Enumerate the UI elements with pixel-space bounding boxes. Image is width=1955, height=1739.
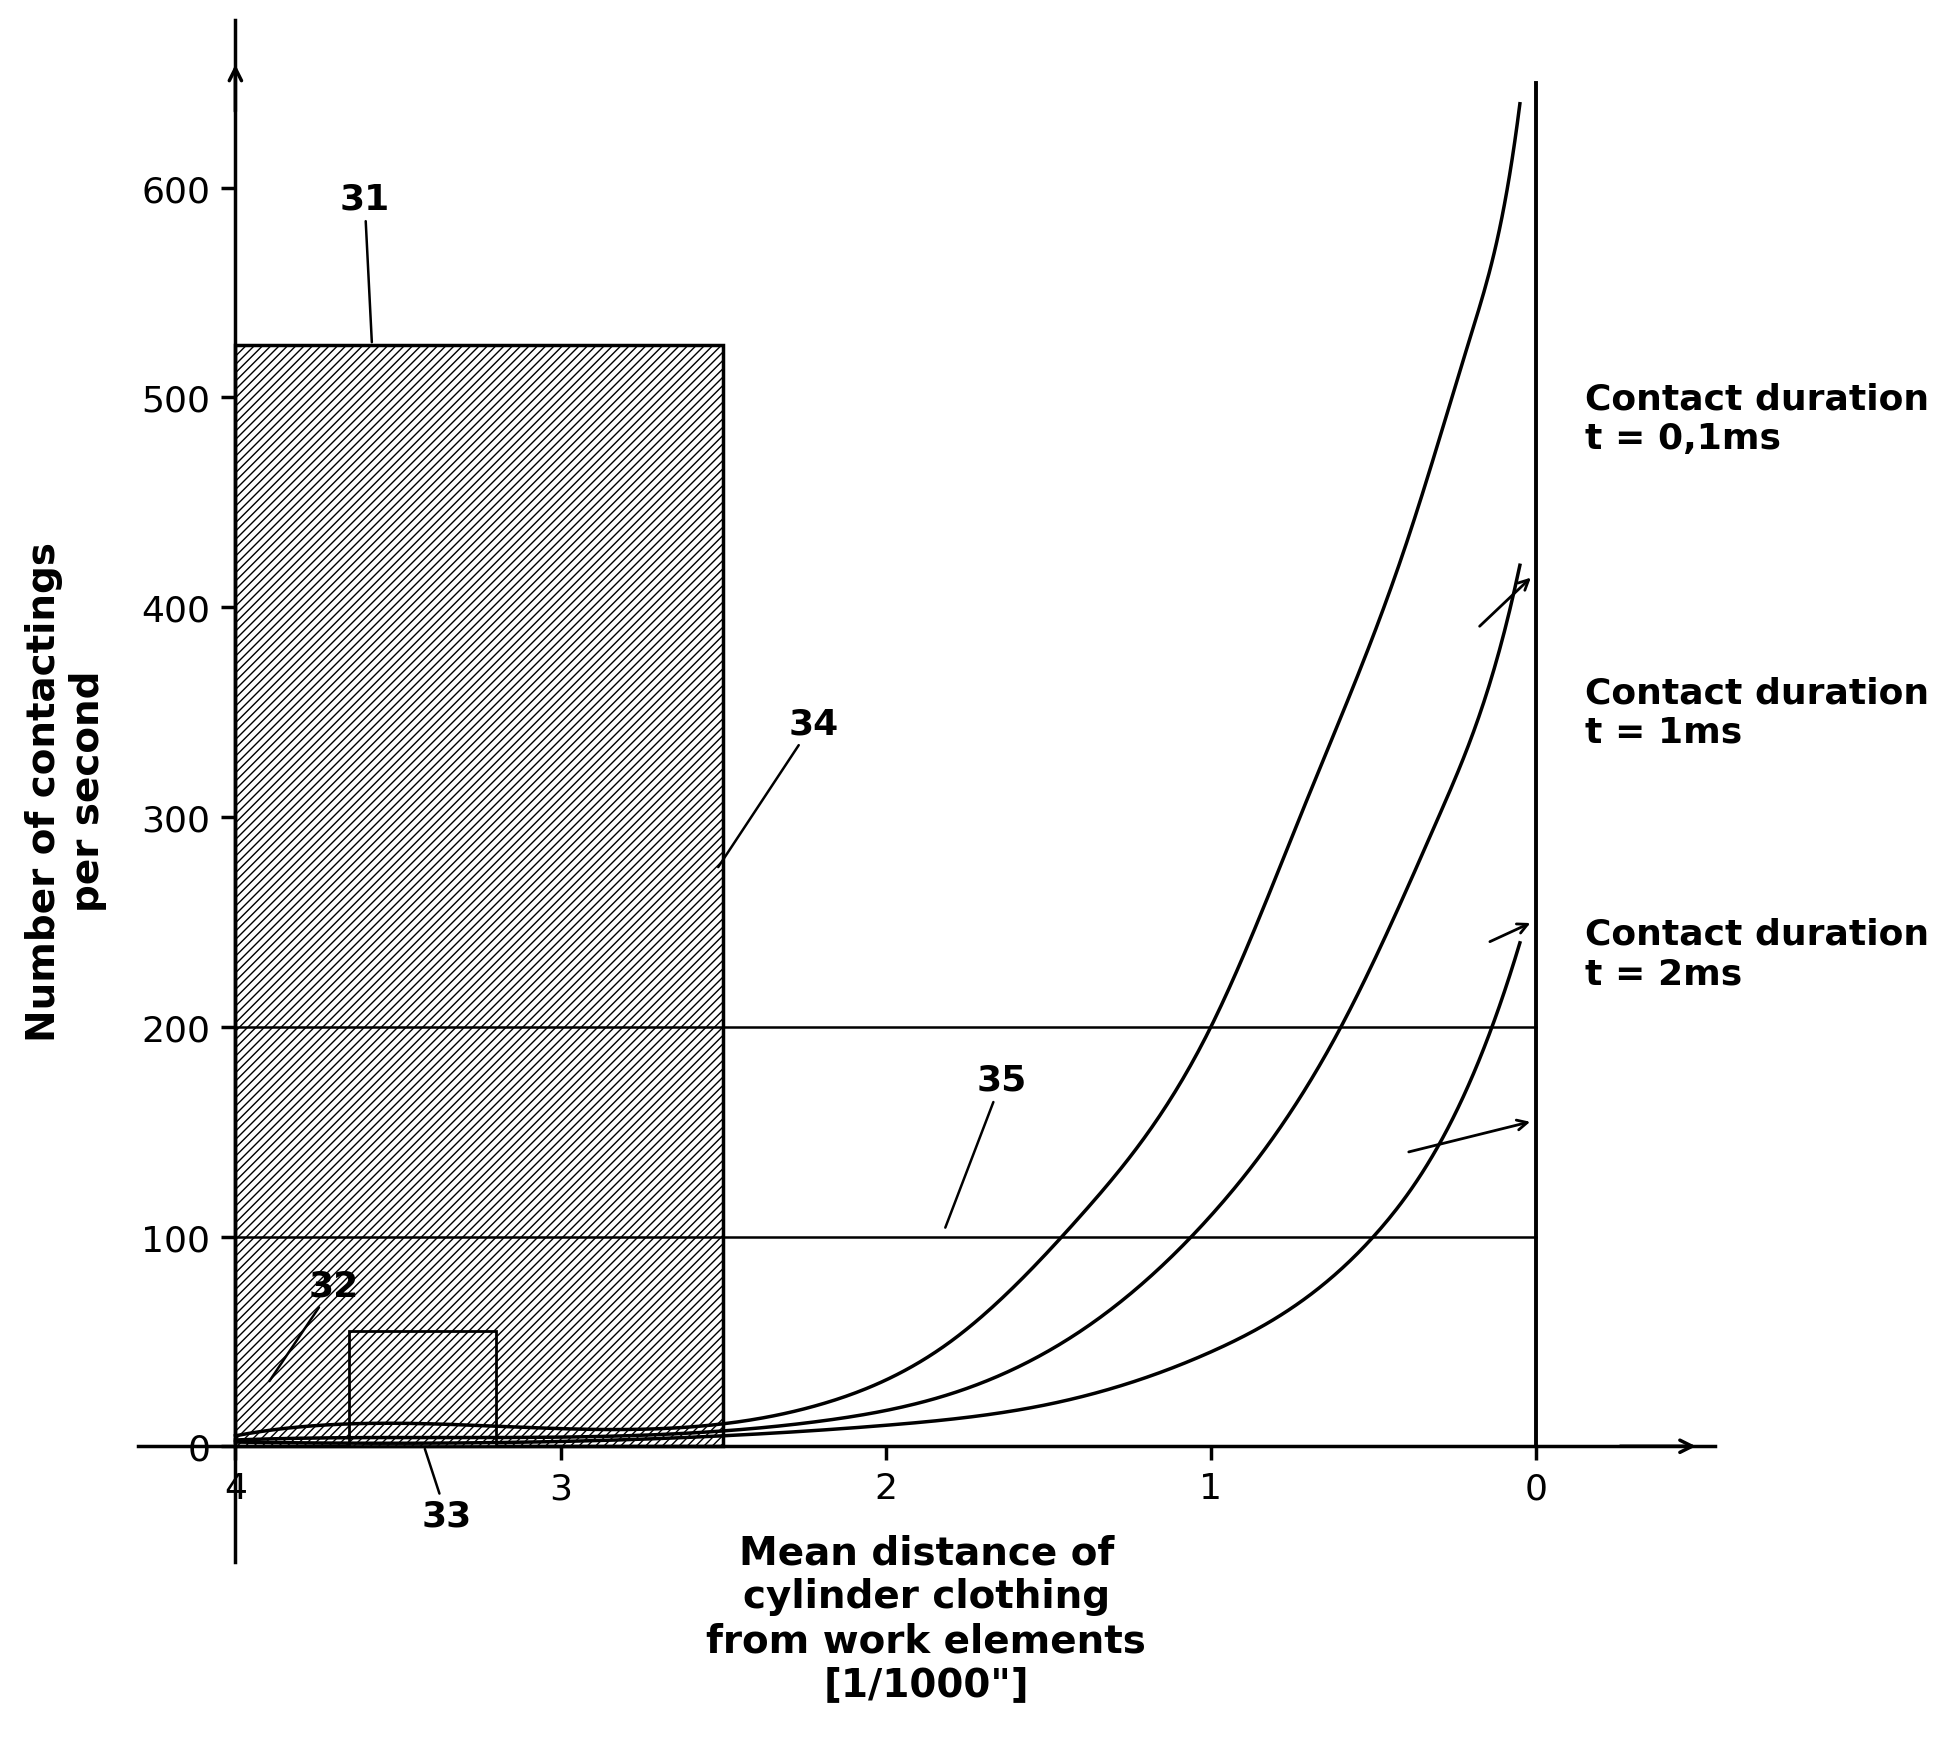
Text: 33: 33 [422,1449,471,1534]
Bar [235,346,723,1447]
Text: Contact duration
t = 2ms: Contact duration t = 2ms [1586,916,1930,991]
Text: 31: 31 [340,183,389,343]
Bar [350,1330,495,1447]
Text: Contact duration
t = 1ms: Contact duration t = 1ms [1586,676,1930,750]
Text: Contact duration
t = 0,1ms: Contact duration t = 0,1ms [1586,383,1930,456]
Y-axis label: Number of contactings
per second: Number of contactings per second [25,541,108,1042]
Text: 32: 32 [270,1268,360,1381]
X-axis label: Mean distance of
cylinder clothing
from work elements
[1/1000"]: Mean distance of cylinder clothing from … [706,1534,1146,1702]
Text: 35: 35 [946,1063,1026,1228]
Text: 34: 34 [717,706,839,868]
